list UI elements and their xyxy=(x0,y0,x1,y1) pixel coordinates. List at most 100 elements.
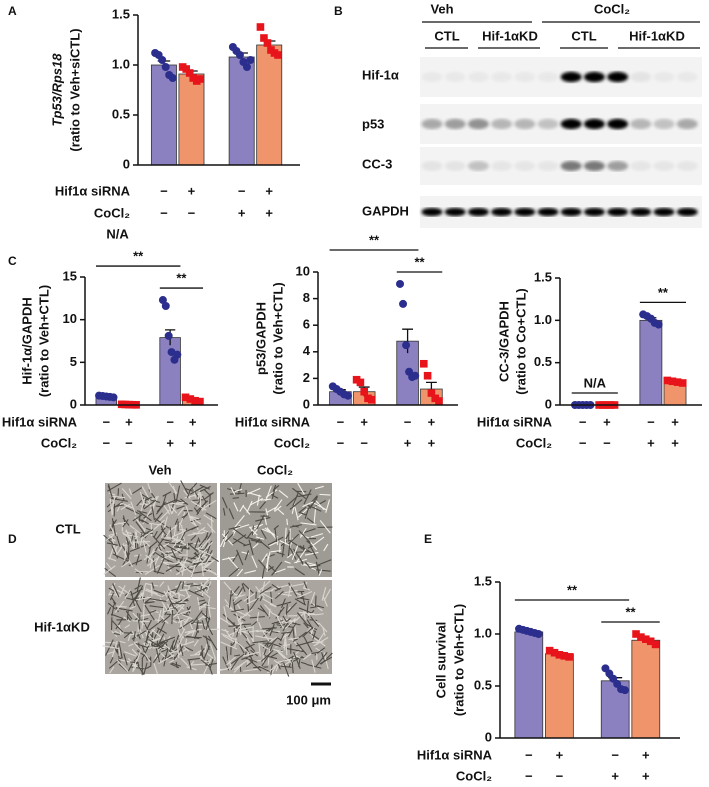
data-point xyxy=(642,635,650,643)
cell xyxy=(293,551,311,553)
cell xyxy=(109,592,115,601)
cell xyxy=(144,597,152,604)
cell xyxy=(162,643,176,653)
data-point xyxy=(534,630,543,638)
cell xyxy=(260,591,274,600)
blot-row-label: Hif-1α xyxy=(362,67,399,82)
y-tick-label: 1.0 xyxy=(534,312,552,327)
y-tick-label: 1.0 xyxy=(112,56,130,71)
panel-label: B xyxy=(334,4,343,18)
cell xyxy=(222,508,226,516)
cell xyxy=(163,516,168,528)
cell xyxy=(122,519,129,528)
cell xyxy=(287,533,300,546)
cell xyxy=(180,524,185,542)
condition-mark: + xyxy=(671,435,679,450)
blot-band xyxy=(583,71,605,83)
cell xyxy=(292,493,299,507)
cell xyxy=(285,603,288,616)
blot-row-label: GAPDH xyxy=(362,203,409,218)
cell xyxy=(191,560,202,564)
cell xyxy=(256,494,260,506)
significance-label: N/A xyxy=(106,226,129,241)
cell xyxy=(272,485,280,491)
cell xyxy=(121,561,130,568)
data-point xyxy=(435,397,443,405)
cell xyxy=(313,506,317,524)
cell xyxy=(110,613,124,620)
data-point xyxy=(196,397,204,406)
cell xyxy=(107,607,112,615)
cell xyxy=(113,504,125,508)
cell xyxy=(314,485,324,490)
significance-label: ** xyxy=(414,254,425,269)
cell xyxy=(287,583,292,597)
cell xyxy=(227,556,240,571)
cell xyxy=(132,631,136,644)
cell xyxy=(110,596,117,605)
cell xyxy=(319,656,333,665)
cell xyxy=(260,649,274,662)
cell xyxy=(153,519,166,531)
cell xyxy=(311,659,316,673)
cell xyxy=(146,545,152,564)
data-point xyxy=(260,34,268,42)
cell xyxy=(187,657,200,661)
cell xyxy=(233,502,239,512)
cell xyxy=(206,581,212,592)
cell xyxy=(230,585,240,597)
cell xyxy=(269,644,274,652)
cell xyxy=(173,524,177,536)
cell xyxy=(135,585,144,600)
y-tick-label: 1.5 xyxy=(474,573,492,588)
cell xyxy=(298,506,307,514)
y-axis-label: Cell survival xyxy=(433,622,448,699)
cell xyxy=(269,623,275,637)
data-point xyxy=(242,63,251,71)
data-point xyxy=(274,51,282,59)
cell xyxy=(315,613,324,616)
cell xyxy=(260,529,267,540)
bar xyxy=(178,73,205,166)
cell xyxy=(160,652,168,660)
micrograph xyxy=(220,483,332,577)
cell xyxy=(140,530,150,538)
cell xyxy=(112,544,119,555)
cell xyxy=(315,561,320,575)
cell xyxy=(196,586,211,599)
cell xyxy=(232,497,240,499)
blot-band xyxy=(607,161,629,171)
y-axis-label: (ratio to Veh+CTL) xyxy=(270,282,285,394)
cell xyxy=(144,631,155,640)
cell xyxy=(148,638,164,650)
y-tick-label: 5 xyxy=(70,354,77,369)
cell xyxy=(250,539,262,544)
cell xyxy=(121,488,132,500)
cell xyxy=(130,633,141,636)
cell xyxy=(228,508,235,520)
y-tick-label: 0 xyxy=(485,729,492,744)
condition-mark: + xyxy=(428,435,436,450)
cell xyxy=(149,605,164,609)
cell xyxy=(205,512,217,520)
cell xyxy=(144,564,161,575)
cell xyxy=(200,556,208,565)
cell xyxy=(119,640,126,644)
cell xyxy=(288,655,294,668)
cell xyxy=(108,656,123,669)
cell xyxy=(164,647,179,661)
condition-mark: − xyxy=(337,414,345,429)
cell xyxy=(313,569,331,572)
cell xyxy=(199,484,210,490)
cell xyxy=(124,624,131,629)
cell xyxy=(297,482,305,495)
cell xyxy=(203,658,212,675)
cell xyxy=(137,633,141,640)
y-axis-label: (ratio to Co+CTL) xyxy=(513,288,528,395)
condition-name: Hif1α siRNA xyxy=(235,414,311,429)
blot-band xyxy=(491,161,513,171)
cell xyxy=(321,652,325,660)
scale-bar-label: 100 μm xyxy=(286,692,331,707)
y-tick-label: 0 xyxy=(123,156,130,171)
bar xyxy=(159,337,181,406)
